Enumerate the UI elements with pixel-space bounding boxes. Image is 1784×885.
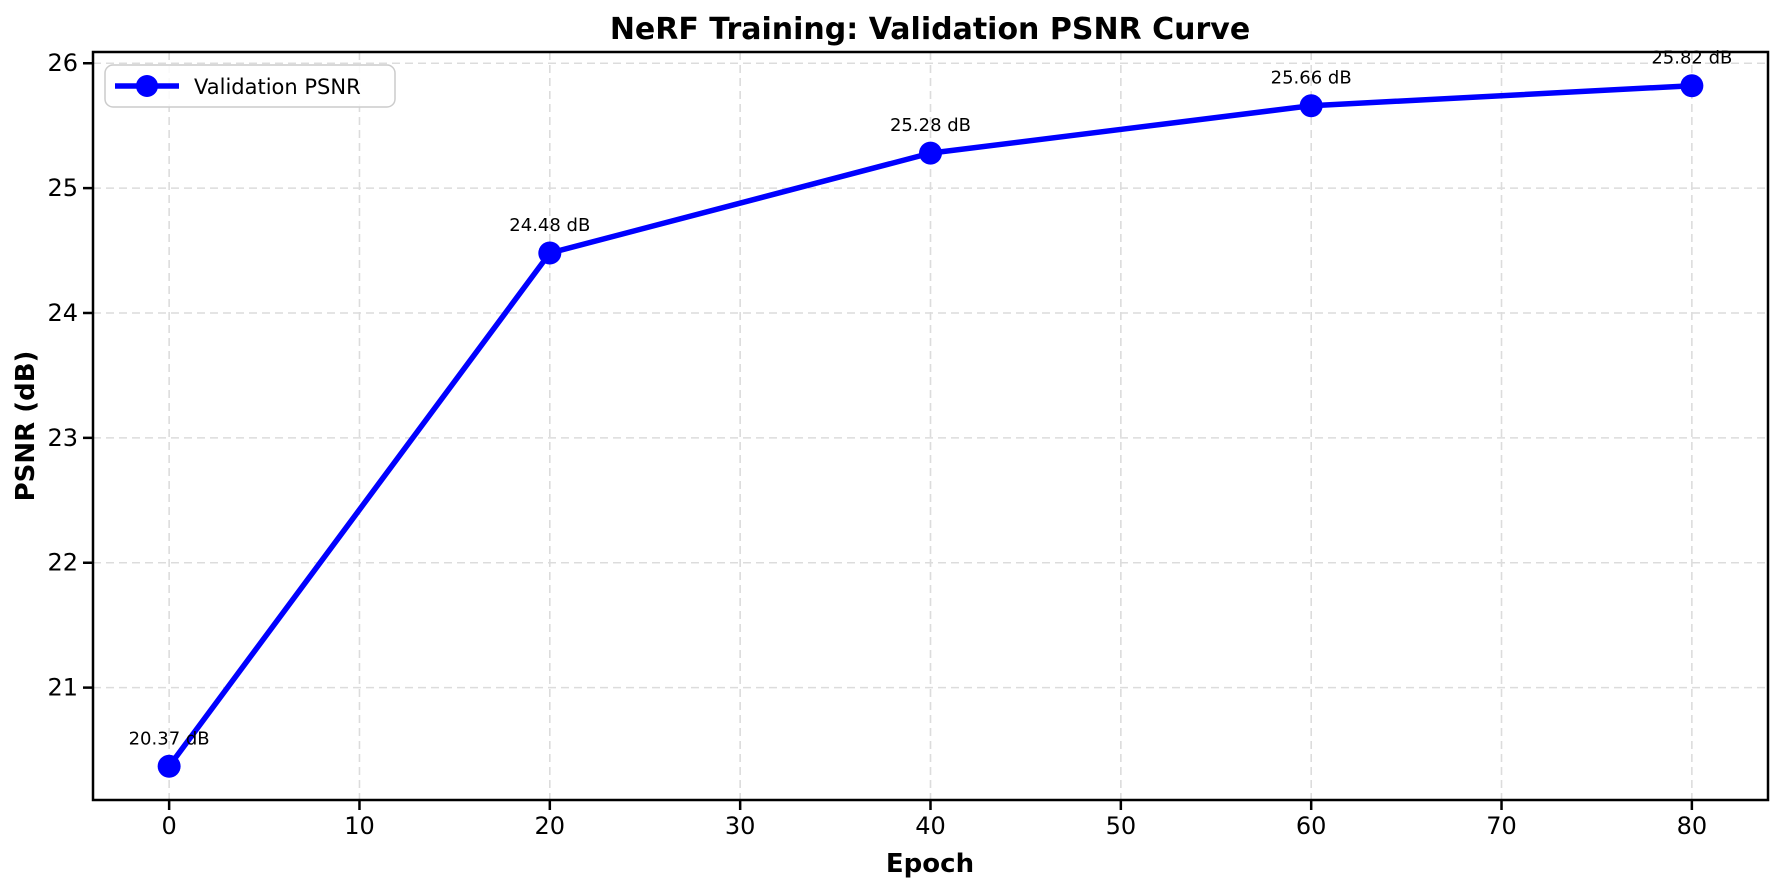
data-point-marker <box>1680 74 1704 98</box>
data-point-label: 24.48 dB <box>509 215 590 236</box>
x-tick-label: 10 <box>344 812 375 840</box>
x-tick-label: 20 <box>535 812 566 840</box>
x-tick-label: 50 <box>1106 812 1137 840</box>
y-tick-label: 24 <box>47 299 78 327</box>
legend-marker-icon <box>136 75 158 97</box>
x-tick-label: 70 <box>1486 812 1517 840</box>
x-tick-label: 30 <box>725 812 756 840</box>
y-tick-label: 22 <box>47 549 78 577</box>
x-axis-label: Epoch <box>886 849 974 879</box>
data-point-label: 20.37 dB <box>129 728 210 749</box>
legend-box <box>104 64 396 108</box>
y-tick-label: 26 <box>47 49 78 77</box>
data-point-marker <box>538 241 562 265</box>
y-tick-label: 21 <box>47 674 78 702</box>
data-point-marker <box>1299 94 1323 118</box>
chart-title: NeRF Training: Validation PSNR Curve <box>610 12 1250 47</box>
y-tick-label: 23 <box>47 424 78 452</box>
data-point-marker <box>157 754 181 778</box>
data-point-label: 25.28 dB <box>890 115 971 136</box>
x-tick-label: 40 <box>915 812 946 840</box>
grid-layer <box>93 52 1768 800</box>
x-tick-label: 0 <box>161 812 176 840</box>
data-point-marker <box>919 141 942 165</box>
x-tick-label: 80 <box>1677 812 1708 840</box>
tick-layer: 0 10 20 30 40 50 60 70 80 21 22 23 24 25 26 <box>47 49 1707 840</box>
legend: Validation PSNR <box>104 64 396 108</box>
x-tick-label: 60 <box>1296 812 1327 840</box>
data-point-label: 25.66 dB <box>1271 68 1352 89</box>
y-axis-label: PSNR (dB) <box>11 351 41 502</box>
legend-entry-label: Validation PSNR <box>194 75 361 99</box>
y-tick-label: 25 <box>47 174 78 202</box>
